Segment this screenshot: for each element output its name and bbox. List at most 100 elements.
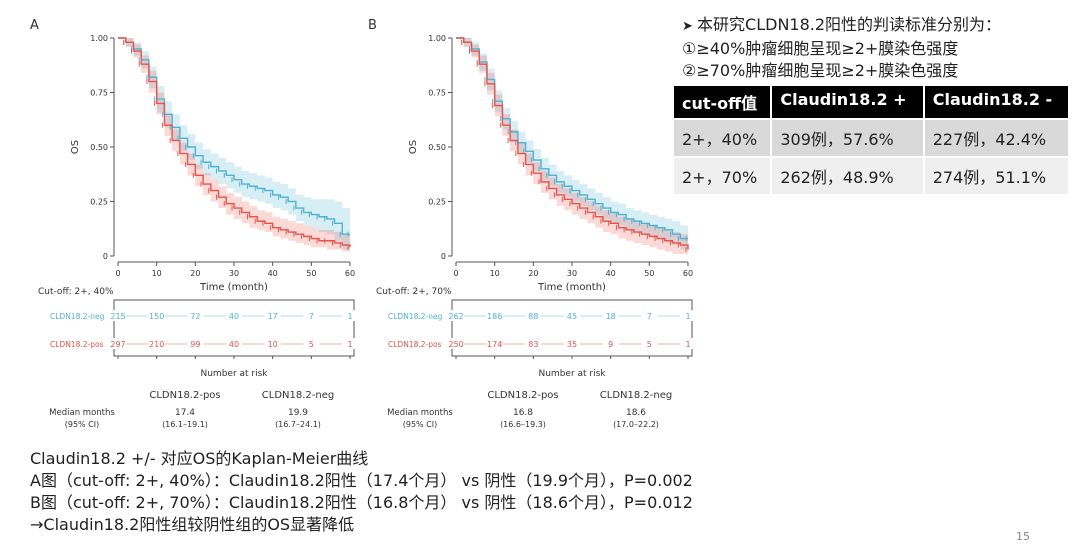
risk-count-bg xyxy=(448,310,464,321)
x-tick-label: 40 xyxy=(268,269,278,278)
risk-count: 5 xyxy=(309,340,314,349)
cutoff-label: Cut-off: 2+, 70% xyxy=(376,287,452,297)
median-pos-ci: (16.6–19.3) xyxy=(500,420,546,429)
risk-count: 7 xyxy=(309,312,314,321)
risk-count-bg xyxy=(602,338,619,349)
risk-count-bg xyxy=(680,310,696,321)
y-tick-label: 0.25 xyxy=(90,198,108,207)
risk-count-bg xyxy=(342,338,358,349)
header-cell: cut-off值 xyxy=(674,86,773,119)
caption-title: Claudin18.2 +/- 对应OS的Kaplan-Meier曲线 xyxy=(30,449,369,468)
risk-count-bg xyxy=(564,338,580,349)
median-row-sublabel: (95% CI) xyxy=(403,420,438,429)
risk-count-bg xyxy=(148,338,165,349)
y-tick-label: 0.50 xyxy=(90,143,108,152)
median-pos-ci: (16.1–19.1) xyxy=(162,420,208,429)
median-neg-header: CLDN18.2-neg xyxy=(262,390,334,401)
figure-caption: Claudin18.2 +/- 对应OS的Kaplan-Meier曲线 A图（c… xyxy=(30,448,693,536)
risk-count: 186 xyxy=(487,312,502,321)
x-tick-label: 0 xyxy=(453,269,458,278)
median-pos-value: 16.8 xyxy=(513,408,533,418)
risk-count: 297 xyxy=(110,340,125,349)
median-row-label: Median months xyxy=(49,408,115,418)
risk-count: 83 xyxy=(528,340,538,349)
risk-table-title: Number at risk xyxy=(538,369,606,379)
y-tick-label: 0.25 xyxy=(428,198,446,207)
table-cell: 262例，48.9% xyxy=(771,156,925,194)
risk-count-bg xyxy=(110,310,126,321)
y-tick-label: 1.00 xyxy=(428,34,446,43)
risk-count: 262 xyxy=(448,312,463,321)
median-neg-ci: (16.7–24.1) xyxy=(275,420,321,429)
risk-count-bg xyxy=(148,310,165,321)
km-chart-b: 0 0.25 0.50 0.75 1.00 0 10 20 30 40 50 60 Time (mont… xyxy=(376,34,696,429)
risk-count: 99 xyxy=(190,340,200,349)
risk-count-bg xyxy=(448,338,464,349)
median-pos-header: CLDN18.2-pos xyxy=(149,390,220,401)
risk-count: 45 xyxy=(567,312,577,321)
risk-count: 250 xyxy=(448,340,463,349)
risk-count-bg xyxy=(187,310,204,321)
risk-count: 1 xyxy=(347,340,352,349)
median-row-label: Median months xyxy=(387,408,453,418)
y-tick-label: 0.75 xyxy=(90,89,108,98)
risk-row-label: CLDN18.2-neg xyxy=(388,312,443,321)
risk-count-bg xyxy=(110,338,126,349)
y-axis-title: OS xyxy=(408,140,419,154)
table-row: 2+，40% 309例，57.6% 227例，42.4% xyxy=(674,118,1071,157)
risk-count: 17 xyxy=(268,312,278,321)
table-cell: 274例，51.1% xyxy=(923,156,1071,194)
caption-conclusion: →Claudin18.2阳性组较阴性组的OS显著降低 xyxy=(30,515,355,534)
km-chart-a: 0 0.25 0.50 0.75 1.00 0 10 20 30 40 50 60 Time (mont… xyxy=(38,34,358,429)
x-tick-label: 50 xyxy=(644,269,654,278)
cutoff-table-header: cut-off值 Claudin18.2 + Claudin18.2 - xyxy=(674,86,1071,119)
page-number: 15 xyxy=(1016,530,1030,543)
x-tick-label: 20 xyxy=(528,269,538,278)
median-pos-header: CLDN18.2-pos xyxy=(487,390,558,401)
y-tick-label: 1.00 xyxy=(90,34,108,43)
table-cell: 227例，42.4% xyxy=(923,118,1071,157)
table-cell: 309例，57.6% xyxy=(771,118,925,157)
risk-count: 72 xyxy=(190,312,200,321)
x-tick-label: 0 xyxy=(115,269,120,278)
risk-count: 1 xyxy=(685,312,690,321)
median-neg-value: 18.6 xyxy=(626,408,646,418)
cutoff-label: Cut-off: 2+, 40% xyxy=(38,287,114,297)
median-neg-value: 19.9 xyxy=(288,408,308,418)
risk-count-bg xyxy=(303,310,320,321)
risk-count: 88 xyxy=(528,312,538,321)
header-cell: Claudin18.2 + xyxy=(771,86,925,119)
y-tick-label: 0 xyxy=(103,252,108,261)
y-tick-label: 0.50 xyxy=(428,143,446,152)
risk-row-label: CLDN18.2-neg xyxy=(50,312,105,321)
risk-count: 210 xyxy=(149,340,164,349)
x-tick-label: 50 xyxy=(306,269,316,278)
risk-count-bg xyxy=(486,338,503,349)
risk-count-bg xyxy=(525,338,542,349)
risk-count-bg xyxy=(226,310,242,321)
risk-count: 7 xyxy=(647,312,652,321)
table-cell: 2+，40% xyxy=(674,118,773,157)
risk-count: 10 xyxy=(268,340,278,349)
x-tick-label: 60 xyxy=(683,269,693,278)
criteria-list: 本研究CLDN18.2阳性的判读标准分别为： ①≥40%肿瘤细胞呈现≥2+膜染色… xyxy=(682,14,1001,82)
risk-row-label: CLDN18.2-pos xyxy=(388,340,442,349)
median-row-sublabel: (95% CI) xyxy=(65,420,100,429)
risk-count-bg xyxy=(602,310,619,321)
ci-band-neg xyxy=(456,38,688,250)
km-panel-b: B 0 0.25 0.50 0.75 1.00 0 10 20 30 40 50 60 Time (mo… xyxy=(368,10,708,440)
median-pos-value: 17.4 xyxy=(175,408,195,418)
risk-count: 18 xyxy=(606,312,616,321)
x-axis-title: Time (month) xyxy=(199,282,268,293)
y-tick-label: 0.75 xyxy=(428,89,446,98)
risk-count: 9 xyxy=(608,340,613,349)
km-curve-pos xyxy=(456,37,689,250)
risk-count-bg xyxy=(264,338,281,349)
cutoff-table: cut-off值 Claudin18.2 + Claudin18.2 - 2+，… xyxy=(674,86,1071,194)
risk-count: 40 xyxy=(229,340,239,349)
km-panel-a: A 0 0.25 0.50 0.75 1.00 0 10 20 30 40 50 60 Time (mo… xyxy=(30,10,370,440)
criteria-item-1: ①≥40%肿瘤细胞呈现≥2+膜染色强度 xyxy=(682,39,959,58)
risk-count-bg xyxy=(564,310,580,321)
x-tick-label: 40 xyxy=(606,269,616,278)
panel-label: B xyxy=(368,18,377,33)
